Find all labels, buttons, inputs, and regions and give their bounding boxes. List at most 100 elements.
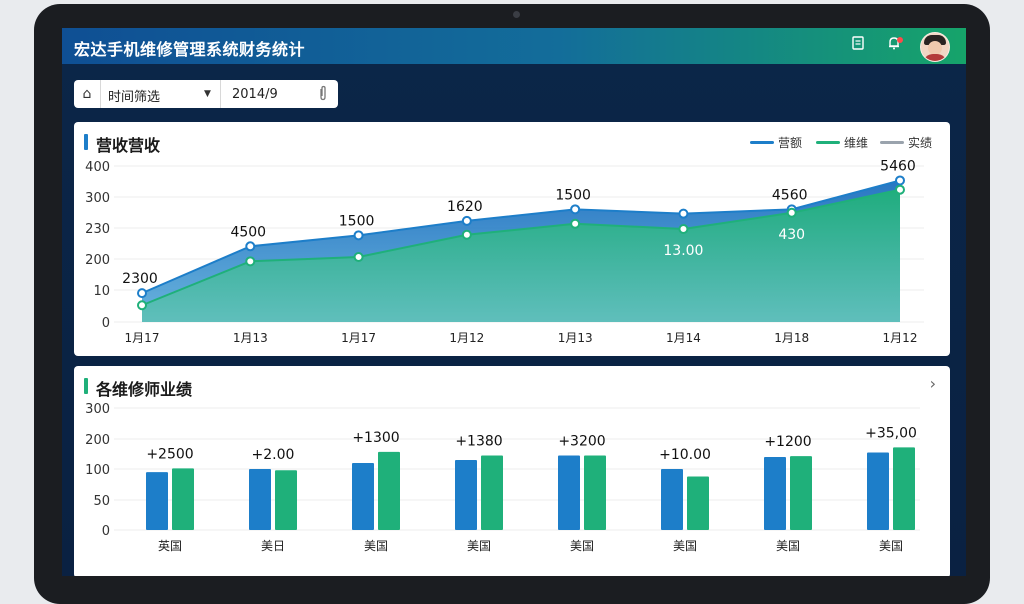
series-line — [141, 188, 901, 307]
bar-value-label: +10.00 — [659, 447, 711, 463]
x-tick-label: 1月14 — [666, 331, 701, 345]
x-tick-label: 美日 — [261, 539, 285, 553]
data-point — [353, 230, 364, 241]
y-tick-label: 200 — [85, 433, 110, 448]
revenue-chart-title: 营收营收 — [96, 136, 161, 155]
data-point — [461, 229, 472, 240]
data-label: 430 — [778, 227, 805, 243]
bar — [584, 455, 606, 530]
revenue-card: 营收营收 营额 维维 实绩 0 10 200 230 300 400 2300 4500 150… — [74, 122, 950, 356]
title-bar: 宏达手机维修管理系统财务统计 — [62, 28, 966, 64]
home-icon[interactable]: ⌂ — [74, 80, 101, 108]
bar-value-label: +35,00 — [865, 425, 917, 441]
bar — [687, 476, 709, 530]
x-tick-label: 美国 — [673, 539, 697, 553]
data-label: 4500 — [230, 224, 266, 240]
legend-swatch — [750, 141, 774, 144]
repair-area — [142, 189, 900, 322]
data-point — [245, 256, 256, 267]
x-tick-label: 美国 — [776, 539, 800, 553]
paperclip-icon[interactable] — [318, 85, 328, 105]
data-label: 13.00 — [663, 243, 703, 259]
user-avatar[interactable] — [920, 32, 950, 62]
series-line — [141, 179, 901, 295]
notification-badge — [897, 37, 903, 43]
data-point — [678, 223, 689, 234]
bar — [661, 469, 683, 530]
x-tick-label: 1月13 — [233, 331, 268, 345]
bar — [275, 470, 297, 530]
y-tick-label: 50 — [93, 494, 110, 509]
time-filter-bar: ⌂ 时间筛选 ▼ 2014/9 — [74, 80, 338, 108]
legend-label: 实绩 — [908, 136, 933, 150]
document-icon[interactable] — [848, 36, 868, 56]
data-point — [786, 207, 797, 218]
bar — [558, 455, 580, 530]
x-tick-label: 美国 — [570, 539, 594, 553]
bar-value-label: +1380 — [455, 434, 502, 450]
technician-chart-title: 各维修师业绩 — [96, 380, 193, 399]
x-tick-label: 美国 — [467, 539, 491, 553]
x-tick-label: 美国 — [364, 539, 388, 553]
bell-icon[interactable] — [884, 36, 904, 56]
bar — [764, 457, 786, 530]
x-tick-label: 1月18 — [774, 331, 809, 345]
y-tick-label: 300 — [85, 191, 110, 206]
bar — [378, 451, 400, 530]
x-tick-label: 1月12 — [883, 331, 918, 345]
x-tick-label: 美国 — [879, 539, 903, 553]
app-screen: 宏达手机维修管理系统财务统计 ⌂ 时间筛选 ▼ 2014/9 营收营收 — [62, 28, 966, 576]
data-point — [137, 288, 147, 299]
time-filter-select[interactable]: 时间筛选 ▼ — [100, 80, 221, 108]
data-point — [895, 175, 905, 186]
data-label: 2300 — [122, 271, 158, 287]
app-title: 宏达手机维修管理系统财务统计 — [74, 40, 306, 59]
camera-dot — [513, 11, 520, 18]
y-tick-label: 100 — [85, 463, 110, 478]
data-point — [137, 300, 147, 311]
bar — [249, 469, 271, 530]
y-tick-label: 0 — [102, 316, 110, 331]
data-point — [461, 215, 472, 226]
data-label: 5460 — [880, 158, 916, 174]
x-tick-label: 1月17 — [341, 331, 376, 345]
y-tick-label: 200 — [85, 253, 110, 268]
y-tick-label: 10 — [93, 284, 110, 299]
x-tick-label: 1月13 — [558, 331, 593, 345]
technician-card: 各维修师业绩 › 0 50 100 200 300 +2500 英国 +2.00 美日 +1300… — [74, 366, 950, 576]
revenue-legend: 营额 维维 实绩 — [750, 134, 940, 150]
technician-chart: 0 50 100 200 300 +2500 英国 +2.00 美日 +1300 美国 +1380 美国… — [85, 402, 920, 553]
data-point — [678, 208, 689, 219]
bar — [172, 468, 194, 530]
data-point — [895, 184, 905, 195]
x-tick-label: 1月12 — [449, 331, 484, 345]
data-point — [570, 204, 581, 215]
data-point — [570, 218, 581, 229]
bar-value-label: +2.00 — [252, 447, 295, 463]
chevron-right-icon[interactable]: › — [929, 374, 936, 393]
bar — [352, 463, 374, 530]
x-tick-label: 英国 — [158, 539, 182, 553]
data-point — [353, 252, 364, 262]
bar — [146, 472, 168, 530]
bar-value-label: +1200 — [764, 434, 811, 450]
data-label: 4560 — [772, 187, 808, 203]
chevron-down-icon: ▼ — [204, 89, 211, 99]
time-filter-label: 时间筛选 — [108, 90, 161, 105]
bar — [867, 452, 889, 530]
legend-label: 营额 — [778, 136, 803, 150]
legend-label: 维维 — [844, 136, 869, 150]
x-tick-label: 1月17 — [125, 331, 160, 345]
data-label: 1500 — [555, 187, 591, 203]
y-tick-label: 230 — [85, 222, 110, 237]
y-tick-label: 0 — [102, 524, 110, 539]
date-input[interactable]: 2014/9 — [232, 87, 278, 102]
data-label: 1620 — [447, 199, 483, 215]
bar — [790, 456, 812, 530]
bar — [893, 447, 915, 530]
bar — [455, 460, 477, 530]
bar — [481, 455, 503, 530]
revenue-chart: 0 10 200 230 300 400 2300 4500 1500 1620 1500 4560 5… — [85, 158, 924, 345]
bar-value-label: +2500 — [146, 446, 193, 462]
bar-value-label: +1300 — [352, 430, 399, 446]
